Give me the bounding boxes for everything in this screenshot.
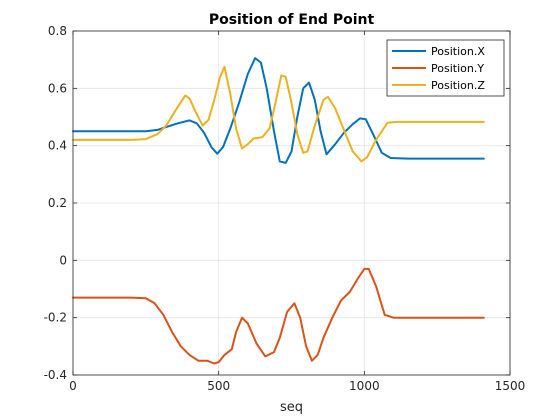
y-tick-label: 0.6: [48, 81, 67, 95]
y-tick-label: 0.8: [48, 24, 67, 38]
x-tick-label: 500: [207, 379, 230, 393]
legend-label: Position.X: [431, 45, 485, 58]
legend-label: Position.Z: [431, 79, 485, 92]
y-tick-label: 0: [59, 253, 67, 267]
legend: Position.X Position.Y Position.Z: [387, 40, 504, 96]
x-tick-label: 1000: [349, 379, 380, 393]
chart-title: Position of End Point: [209, 12, 375, 28]
y-tick-label: -0.2: [44, 311, 67, 325]
y-tick-label: -0.4: [44, 368, 67, 382]
y-tick-label: 0.4: [48, 139, 67, 153]
x-tick-label: 0: [69, 379, 77, 393]
x-tick-label: 1500: [495, 379, 526, 393]
y-tick-label: 0.2: [48, 196, 67, 210]
x-axis-label: seq: [280, 400, 303, 415]
legend-label: Position.Y: [431, 62, 484, 75]
